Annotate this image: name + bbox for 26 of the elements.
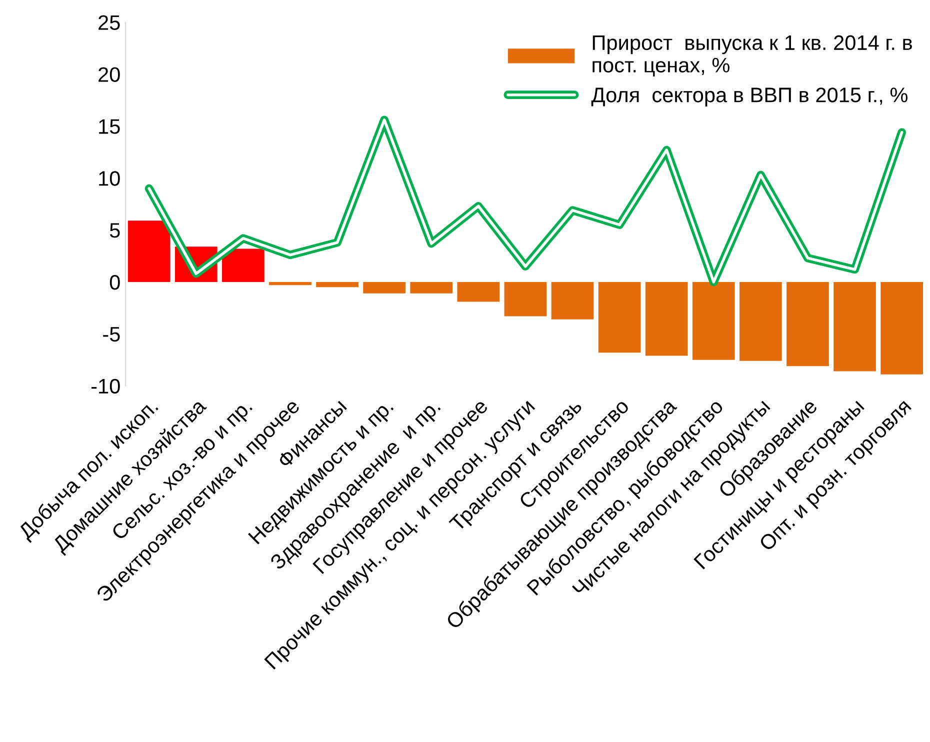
bar (504, 282, 547, 316)
bar (834, 282, 876, 372)
bar (457, 282, 500, 302)
y-tick-label: 10 (99, 171, 120, 186)
bar (880, 282, 923, 374)
bar (222, 248, 264, 282)
y-tick-label: 25 (98, 15, 120, 30)
y-tick-label: 15 (99, 119, 120, 134)
y-tick-label: -10 (92, 378, 120, 394)
legend-label: Прирост выпуска к 1 кв. 2014 г. в пост. ценах, % (592, 35, 912, 76)
bar (269, 282, 312, 286)
bar (645, 282, 688, 356)
bar (598, 282, 641, 353)
bar (363, 282, 406, 294)
y-tick-label: 20 (98, 67, 120, 82)
bar (410, 282, 453, 294)
y-tick-label: -5 (103, 327, 120, 342)
legend-label: Доля сектора в ВВП в 2015 г., % (591, 88, 908, 106)
bar (692, 282, 735, 360)
y-tick-label: 0 (110, 274, 120, 290)
bar (551, 282, 594, 320)
bar (740, 282, 782, 361)
y-tick-label: 5 (110, 223, 120, 238)
bar (128, 220, 170, 282)
bar (316, 282, 358, 288)
bar (786, 282, 829, 366)
